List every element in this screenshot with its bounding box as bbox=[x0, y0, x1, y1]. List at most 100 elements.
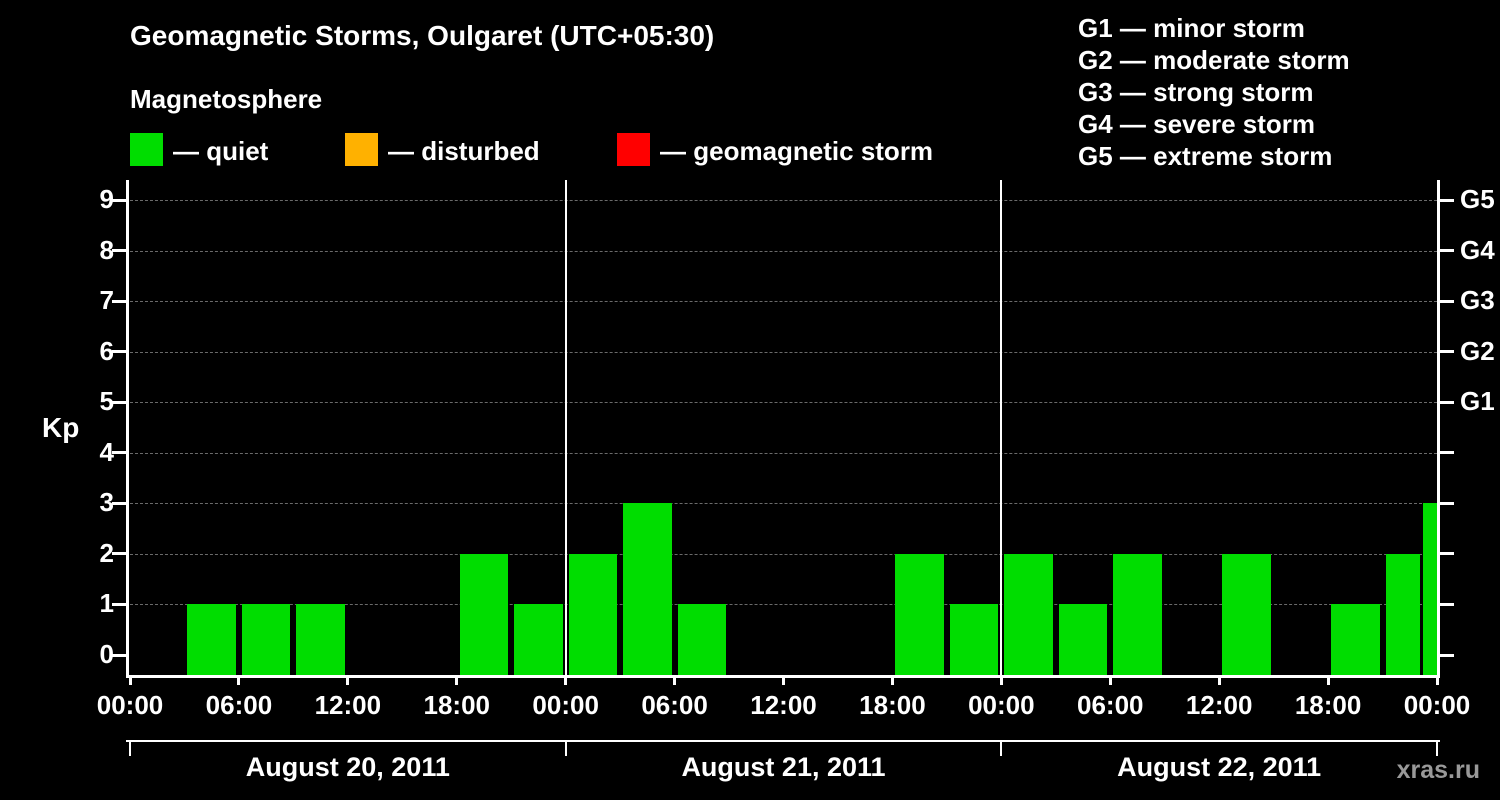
x-axis-tick bbox=[890, 678, 894, 685]
x-axis-tick bbox=[782, 678, 785, 685]
x-axis-tick bbox=[999, 678, 1003, 685]
date-bracket-tick bbox=[564, 740, 567, 756]
y-axis-tick-label: 2 bbox=[99, 537, 114, 568]
x-axis-tick bbox=[237, 678, 241, 685]
x-axis-tick bbox=[1326, 678, 1330, 685]
gridline bbox=[130, 553, 1437, 555]
kp-bar bbox=[1058, 604, 1108, 675]
day-boundary-line bbox=[564, 180, 567, 675]
storm-legend-swatch bbox=[617, 133, 650, 166]
y-axis-tick-label: 1 bbox=[99, 588, 114, 619]
kp-bar bbox=[949, 604, 999, 675]
date-label: August 20, 2011 bbox=[245, 752, 450, 782]
y-axis-tick bbox=[112, 198, 126, 202]
y-axis-tick-right bbox=[1440, 400, 1454, 404]
right-axis-line bbox=[1437, 180, 1440, 678]
g-scale-legend-item: G3 — strong storm bbox=[1078, 77, 1314, 107]
y-axis-tick bbox=[112, 653, 126, 657]
x-axis-tick-label: 18:00 bbox=[423, 690, 491, 720]
gridline bbox=[130, 351, 1437, 353]
date-label: August 22, 2011 bbox=[1117, 752, 1322, 782]
x-axis-tick bbox=[128, 678, 132, 685]
kp-bar-partial bbox=[1423, 503, 1437, 675]
y-axis-tick-right bbox=[1440, 602, 1454, 606]
kp-bar bbox=[1222, 553, 1271, 675]
x-axis-line bbox=[126, 675, 1440, 678]
kp-bar bbox=[623, 503, 672, 675]
y-axis-tick bbox=[112, 602, 126, 606]
kp-bar bbox=[296, 604, 345, 675]
y-axis-tick-label: 0 bbox=[99, 639, 114, 669]
date-bracket-tick bbox=[1000, 740, 1003, 756]
y-axis-tick bbox=[112, 350, 126, 354]
quiet-legend-swatch bbox=[130, 133, 163, 166]
magnetosphere-label: Magnetosphere bbox=[130, 84, 323, 114]
x-axis-tick bbox=[1108, 678, 1112, 685]
gridline bbox=[130, 250, 1437, 252]
page-title: Geomagnetic Storms, Oulgaret (UTC+05:30) bbox=[130, 20, 715, 51]
kp-bar bbox=[677, 604, 727, 675]
y-axis-tick-label: 3 bbox=[99, 487, 114, 518]
g-scale-legend: G1 — minor storm G2 — moderate storm G3 — … bbox=[1078, 12, 1350, 172]
kp-axis-label: Kp bbox=[42, 412, 80, 443]
y-axis-tick-right bbox=[1440, 653, 1454, 657]
date-bracket-tick bbox=[129, 740, 131, 756]
kp-bar bbox=[1385, 553, 1420, 675]
day-boundary-line bbox=[1000, 180, 1003, 675]
x-axis-tick-label: 18:00 bbox=[1294, 690, 1362, 720]
x-axis-tick bbox=[564, 678, 568, 685]
y-axis-tick-right bbox=[1440, 198, 1454, 202]
x-axis-tick-label: 06:00 bbox=[1077, 690, 1144, 720]
x-axis-tick-label: 00:00 bbox=[1403, 690, 1471, 720]
date-bracket-line bbox=[126, 740, 1440, 742]
gridline bbox=[130, 604, 1437, 606]
x-axis-tick bbox=[1217, 678, 1221, 685]
y-axis-tick bbox=[112, 501, 126, 505]
y-axis-tick-right bbox=[1440, 299, 1454, 303]
g-level-label: G1 bbox=[1460, 386, 1495, 417]
gridline bbox=[130, 503, 1437, 505]
watermark: xras.ru bbox=[1396, 756, 1480, 784]
y-axis-tick bbox=[112, 552, 126, 556]
y-axis-tick-label: 4 bbox=[99, 436, 114, 467]
y-axis-tick-right bbox=[1440, 350, 1454, 354]
y-axis-tick-label: 6 bbox=[99, 335, 114, 366]
g-scale-legend-item: G4 — severe storm bbox=[1078, 109, 1316, 139]
x-axis-tick bbox=[1435, 678, 1439, 685]
x-axis-tick-label: 06:00 bbox=[205, 690, 273, 720]
y-axis-tick-right bbox=[1440, 501, 1454, 505]
y-axis-tick-right bbox=[1440, 552, 1454, 556]
kp-bar bbox=[459, 553, 509, 675]
gridline bbox=[130, 301, 1437, 303]
y-axis-tick-label: 5 bbox=[99, 386, 114, 417]
x-axis-tick-label: 12:00 bbox=[750, 690, 817, 720]
g-level-label: G3 bbox=[1460, 285, 1495, 316]
y-axis-tick-right bbox=[1440, 249, 1454, 253]
kp-bar bbox=[187, 604, 236, 675]
gridline bbox=[130, 200, 1437, 201]
y-axis-tick bbox=[112, 299, 126, 303]
y-axis-line bbox=[126, 180, 129, 678]
g-level-label: G2 bbox=[1460, 335, 1495, 366]
y-axis-tick-label: 9 bbox=[99, 184, 114, 214]
gridline bbox=[130, 402, 1437, 404]
x-axis-tick-label: 12:00 bbox=[1185, 690, 1253, 720]
date-bracket-tick bbox=[1436, 740, 1438, 756]
kp-bar bbox=[1331, 604, 1380, 675]
kp-bar bbox=[1004, 553, 1053, 675]
y-axis-tick-right bbox=[1440, 451, 1454, 455]
kp-bar bbox=[568, 553, 618, 675]
gridline bbox=[130, 452, 1437, 454]
x-axis-tick-label: 06:00 bbox=[641, 690, 708, 720]
date-label: August 21, 2011 bbox=[681, 752, 886, 782]
x-axis-tick bbox=[346, 678, 350, 685]
y-axis-tick bbox=[112, 400, 126, 404]
storm-legend-label: — geomagnetic storm bbox=[660, 136, 934, 166]
kp-bar bbox=[514, 604, 563, 675]
x-axis-tick-label: 18:00 bbox=[859, 690, 926, 720]
x-axis-tick-label: 00:00 bbox=[532, 690, 599, 720]
quiet-legend-label: — quiet bbox=[173, 136, 269, 166]
y-axis-tick bbox=[112, 451, 126, 455]
g-scale-legend-item: G1 — minor storm bbox=[1078, 13, 1305, 43]
g-level-label: G5 bbox=[1460, 184, 1495, 214]
